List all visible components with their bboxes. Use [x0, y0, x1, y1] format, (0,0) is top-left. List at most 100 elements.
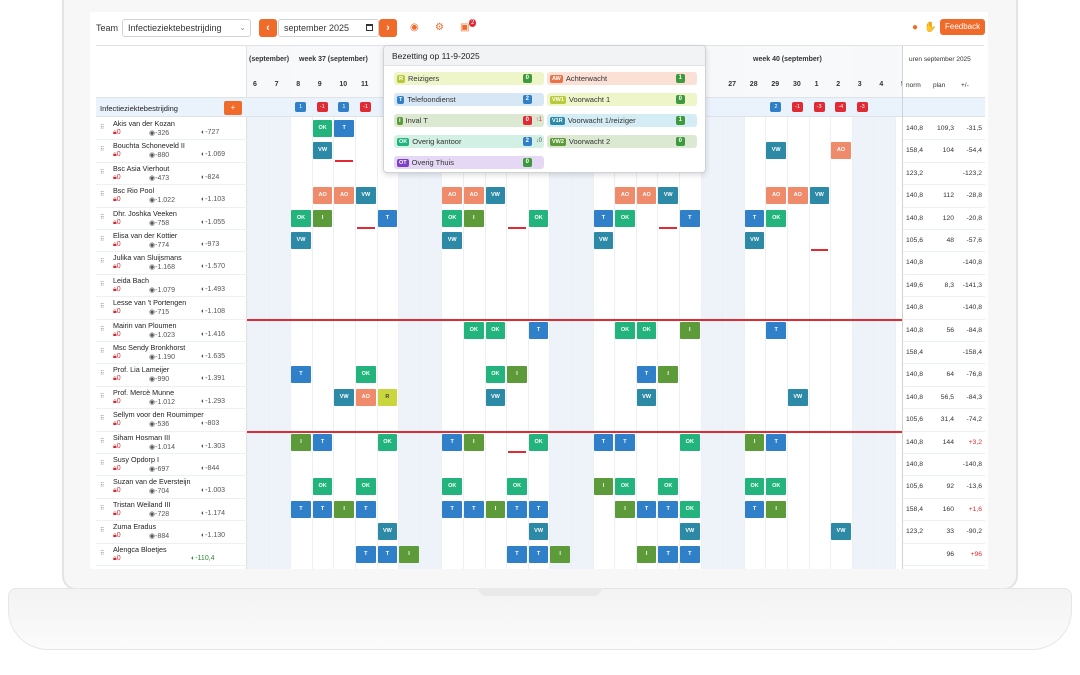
shift-cell[interactable]: I	[744, 433, 765, 451]
employee-row[interactable]: ⠿ Siham Hosman III 🔒︎0 ◉-1.014 ◐-1.303	[96, 432, 247, 454]
shift-cell[interactable]: OK	[528, 209, 549, 227]
shift-cell[interactable]: T	[312, 433, 333, 451]
drag-handle-icon[interactable]: ⠿	[100, 483, 105, 490]
drag-handle-icon[interactable]: ⠿	[100, 505, 105, 512]
shift-cell[interactable]: OK	[312, 120, 333, 137]
employee-row[interactable]: ⠿ Julika van Sluijsmans 🔒︎0 ◉-1.168 ◐-1.570	[96, 252, 247, 275]
shift-cell[interactable]: T	[680, 545, 700, 563]
shift-cell[interactable]: T	[291, 500, 311, 518]
shift-cell[interactable]: T	[744, 500, 765, 518]
shift-cell[interactable]: T	[658, 500, 678, 518]
shift-cell[interactable]: T	[377, 545, 398, 563]
employee-row[interactable]: ⠿ Bouchta Schoneveld II 🔒︎0 ◉-880 ◐-1.069	[96, 140, 247, 163]
shift-cell[interactable]: I	[658, 366, 678, 384]
employee-row[interactable]: ⠿ Susy Opdorp I 🔒︎0 ◉-697 ◐-844	[96, 454, 247, 477]
shift-cell[interactable]: T	[615, 433, 635, 451]
shift-cell[interactable]: VW	[744, 232, 765, 249]
shift-cell[interactable]: T	[464, 500, 484, 518]
shift-cell[interactable]: AO	[788, 187, 808, 205]
shift-cell[interactable]: AO	[615, 187, 635, 205]
drag-handle-icon[interactable]: ⠿	[100, 237, 105, 243]
employee-row[interactable]: ⠿ Msc Sendy Bronkhorst 🔒︎0 ◉-1.190 ◐-1.635	[96, 342, 247, 365]
shift-cell[interactable]: OK	[636, 321, 657, 339]
shift-cell[interactable]: T	[442, 500, 462, 518]
shift-cell[interactable]: OK	[615, 478, 635, 496]
drag-handle-icon[interactable]: ⠿	[100, 416, 105, 423]
employee-row[interactable]: ⠿ Dhr. Joshka Veeken 🔒︎0 ◉-758 ◐-1.055	[96, 208, 247, 230]
shift-cell[interactable]: VW	[485, 388, 506, 406]
shift-cell[interactable]: AO	[636, 187, 657, 205]
shift-cell[interactable]: OK	[744, 478, 765, 496]
drag-handle-icon[interactable]: ⠿	[100, 192, 105, 199]
employee-row[interactable]: ⠿ Bsc Asia Vierhout 🔒︎0 ◉-473 ◐-824	[96, 163, 247, 186]
employee-row[interactable]: ⠿ Prof. Mercè Munne 🔒︎0 ◉-1.012 ◐-1.293	[96, 387, 247, 410]
drag-handle-icon[interactable]: ⠿	[100, 281, 105, 288]
shift-cell[interactable]: VW	[766, 142, 786, 160]
drag-handle-icon[interactable]: ⠿	[100, 125, 105, 131]
shift-cell[interactable]: I	[507, 366, 527, 384]
shift-cell[interactable]: OK	[464, 321, 484, 339]
employee-row[interactable]: ⠿ Alengca Bloetjes 🔒︎0 ◐-110,4	[96, 544, 247, 566]
shift-cell[interactable]: VW	[312, 142, 333, 160]
shift-cell[interactable]: I	[399, 545, 419, 563]
shift-cell[interactable]: OK	[291, 209, 311, 227]
shift-cell[interactable]: OK	[766, 478, 786, 496]
employee-row[interactable]: ⠿ Elisa van der Kottier 🔒︎0 ◉-774 ◐-973	[96, 230, 247, 253]
employee-row[interactable]: ⠿ Akis van der Kozan 🔒︎0 ◉-326 ◐-727	[96, 118, 247, 141]
shift-cell[interactable]: I	[550, 545, 570, 563]
employee-row[interactable]: ⠿ Zuma Eradus 🔒︎0 ◉-884 ◐-1.130	[96, 521, 247, 544]
drag-handle-icon[interactable]: ⠿	[100, 528, 105, 535]
shift-cell[interactable]: VW	[334, 388, 354, 406]
employee-row[interactable]: ⠿ Mairin van Ploumen 🔒︎0 ◉-1.023 ◐-1.416	[96, 320, 247, 342]
shift-cell[interactable]: T	[356, 545, 376, 563]
shift-cell[interactable]: I	[615, 500, 635, 518]
shift-cell[interactable]: VW	[485, 187, 506, 205]
drag-handle-icon[interactable]: ⠿	[100, 438, 105, 445]
shift-cell[interactable]: I	[680, 321, 700, 339]
shift-cell[interactable]: T	[528, 545, 549, 563]
shift-cell[interactable]: VW	[636, 388, 657, 406]
shift-cell[interactable]: T	[356, 500, 376, 518]
employee-row[interactable]: ⠿ Bsc Rio Pool 🔒︎0 ◉-1.022 ◐-1.103	[96, 185, 247, 208]
shift-cell[interactable]: OK	[356, 478, 376, 496]
drag-handle-icon[interactable]: ⠿	[100, 393, 105, 400]
shift-cell[interactable]: OK	[766, 209, 786, 227]
shift-cell[interactable]: T	[291, 366, 311, 384]
prev-month-button[interactable]: ‹	[259, 19, 277, 37]
add-user-button[interactable]: +	[224, 101, 242, 115]
shift-cell[interactable]: AO	[831, 142, 851, 160]
next-month-button[interactable]: ›	[379, 19, 397, 37]
shift-cell[interactable]: OK	[680, 500, 700, 518]
shift-cell[interactable]: OK	[528, 433, 549, 451]
shift-cell[interactable]: OK	[615, 321, 635, 339]
shift-cell[interactable]: T	[636, 366, 657, 384]
shift-cell[interactable]: T	[442, 433, 462, 451]
settings-icon[interactable]: ⚙	[435, 22, 444, 33]
drag-handle-icon[interactable]: ⠿	[100, 169, 105, 176]
shift-cell[interactable]: T	[528, 321, 549, 339]
shift-cell[interactable]: OK	[356, 366, 376, 384]
calendar-icon[interactable]	[366, 24, 373, 31]
shift-cell[interactable]: T	[377, 209, 398, 227]
shift-cell[interactable]: VW	[356, 187, 376, 205]
employee-row[interactable]: ⠿ Leida Bach 🔒︎0 ◉-1.079 ◐-1.493	[96, 275, 247, 298]
feedback-button[interactable]: Feedback	[940, 19, 986, 35]
shift-cell[interactable]: T	[312, 500, 333, 518]
drag-handle-icon[interactable]: ⠿	[100, 304, 105, 311]
shift-cell[interactable]: VW	[593, 232, 614, 249]
shift-cell[interactable]: VW	[377, 523, 398, 541]
shift-cell[interactable]: AO	[312, 187, 333, 205]
shift-cell[interactable]: I	[593, 478, 614, 496]
shift-cell[interactable]: OK	[485, 366, 506, 384]
shift-cell[interactable]: T	[766, 321, 786, 339]
shift-cell[interactable]: T	[658, 545, 678, 563]
shift-cell[interactable]: T	[680, 209, 700, 227]
shift-cell[interactable]: OK	[615, 209, 635, 227]
shift-cell[interactable]: I	[312, 209, 333, 227]
employee-row[interactable]: ⠿ Sellym voor den Roumimper 🔒︎0 ◉-536 ◐-803	[96, 409, 247, 432]
thumbs-up-icon[interactable]: ✋	[924, 22, 937, 33]
drag-handle-icon[interactable]: ⠿	[100, 147, 105, 154]
shift-cell[interactable]: OK	[442, 209, 462, 227]
employee-row[interactable]: ⠿ Suzan van de Eversteijn 🔒︎0 ◉-704 ◐-1.003	[96, 476, 247, 499]
drag-handle-icon[interactable]: ⠿	[100, 214, 105, 221]
